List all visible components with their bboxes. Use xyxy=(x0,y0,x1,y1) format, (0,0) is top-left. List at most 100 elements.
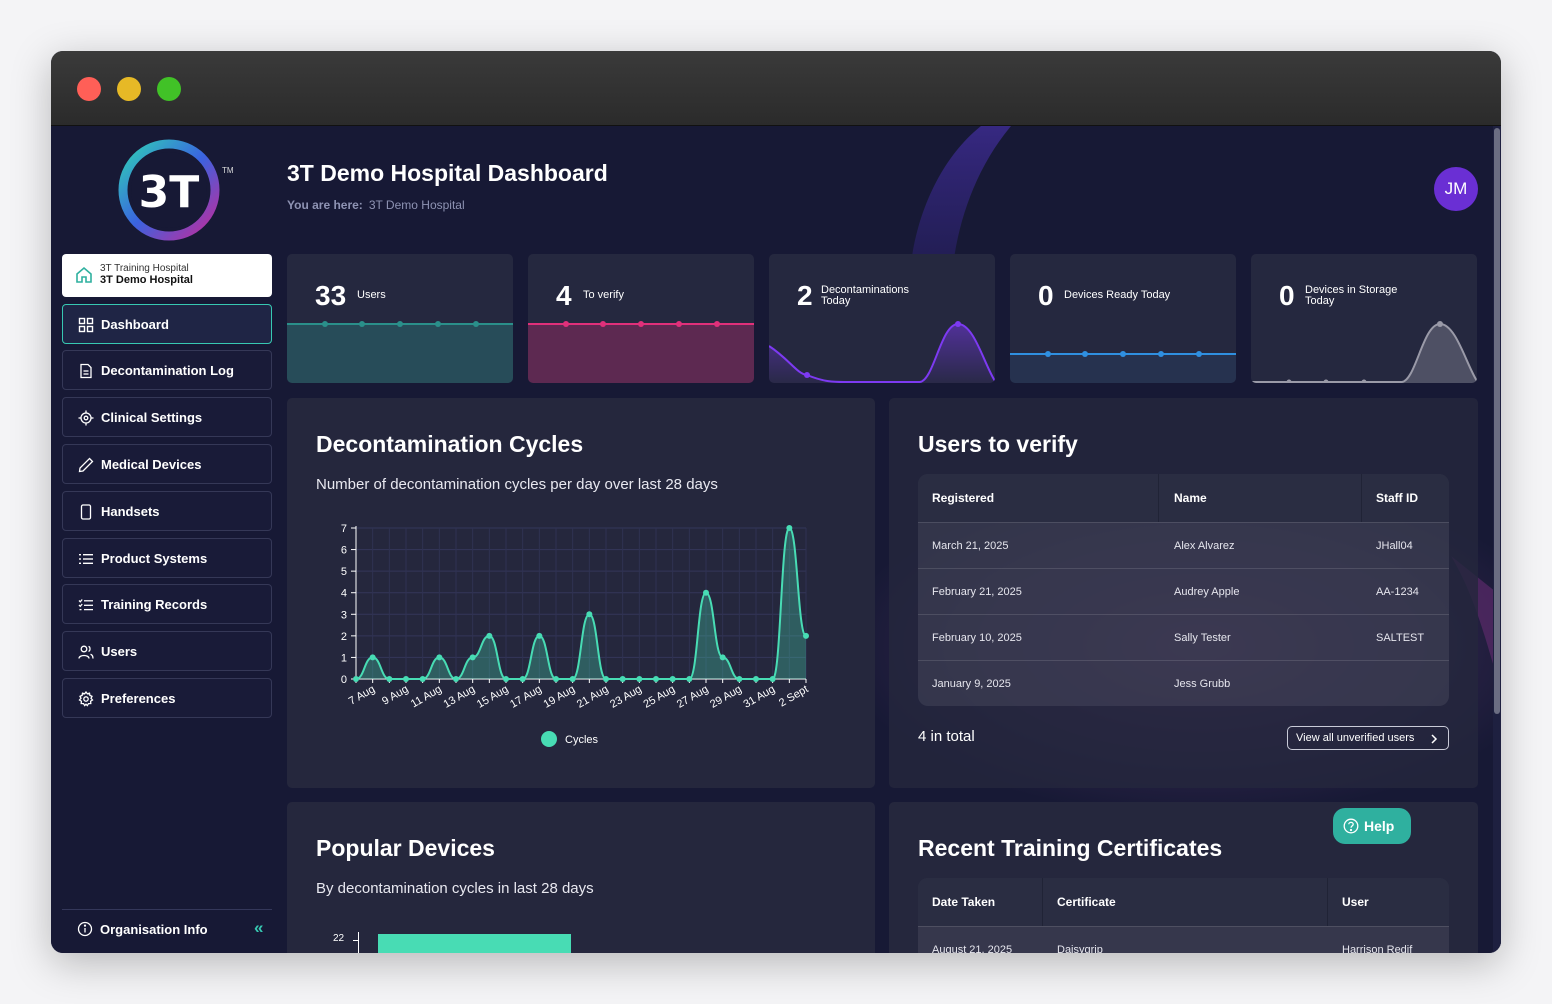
column-header[interactable]: Date Taken xyxy=(932,895,996,909)
stat-label: To verify xyxy=(583,289,624,301)
data-point xyxy=(719,654,726,661)
table-row[interactable]: August 21, 2025 Daisygrip Harrison Redif xyxy=(918,926,1449,953)
minimize-window-button[interactable] xyxy=(117,77,141,101)
sidebar-item-users[interactable]: Users xyxy=(62,631,272,671)
table-row[interactable]: January 9, 2025 Jess Grubb xyxy=(918,660,1449,706)
data-point xyxy=(803,632,809,639)
table-row[interactable]: March 21, 2025 Alex Alvarez JHall04 xyxy=(918,522,1449,568)
column-header[interactable]: Staff ID xyxy=(1376,491,1418,505)
breadcrumb-label: You are here: xyxy=(287,198,363,212)
x-tick-label: 13 Aug xyxy=(441,683,477,711)
organisation-selector[interactable]: 3T Training Hospital 3T Demo Hospital xyxy=(62,254,272,297)
x-tick-label: 25 Aug xyxy=(641,683,677,711)
data-point xyxy=(786,525,793,531)
device-bar[interactable] xyxy=(378,934,571,953)
data-point xyxy=(386,676,393,682)
stat-card-devices-ready[interactable]: 0 Devices Ready Today xyxy=(1010,254,1236,383)
sidebar-item-dashboard[interactable]: Dashboard xyxy=(62,304,272,344)
document-icon xyxy=(80,363,92,379)
table-row[interactable]: February 10, 2025 Sally Tester SALTEST xyxy=(918,614,1449,660)
organisation-info-link[interactable]: Organisation Info « xyxy=(62,909,272,949)
registered-cell: March 21, 2025 xyxy=(932,539,1009,552)
decontaminations-sparkline xyxy=(769,321,995,383)
trademark: TM xyxy=(222,166,234,175)
sidebar-item-label: Product Systems xyxy=(101,551,208,566)
name-cell: Alex Alvarez xyxy=(1174,539,1235,552)
staff-id-cell: JHall04 xyxy=(1376,539,1413,552)
table-header: Date Taken Certificate User xyxy=(918,878,1449,926)
maximize-window-button[interactable] xyxy=(157,77,181,101)
column-header[interactable]: Registered xyxy=(932,491,995,505)
table-row[interactable]: February 21, 2025 Audrey Apple AA-1234 xyxy=(918,568,1449,614)
sidebar-item-label: Medical Devices xyxy=(101,457,202,472)
pen-icon xyxy=(78,457,94,473)
scrollbar-track[interactable] xyxy=(1493,126,1501,953)
devices-storage-sparkline xyxy=(1251,321,1477,383)
training-certificates-table: Date Taken Certificate User August 21, 2… xyxy=(918,878,1449,953)
sidebar-item-handsets[interactable]: Handsets xyxy=(62,491,272,531)
users-sparkline xyxy=(287,321,513,383)
data-point xyxy=(369,654,376,661)
collapse-sidebar-icon[interactable]: « xyxy=(254,918,264,937)
registered-cell: January 9, 2025 xyxy=(932,677,1011,690)
registered-cell: February 21, 2025 xyxy=(932,585,1022,598)
close-window-button[interactable] xyxy=(77,77,101,101)
y-tick-label: 2 xyxy=(341,631,347,643)
stat-label: Users xyxy=(357,289,386,301)
breadcrumb-current[interactable]: 3T Demo Hospital xyxy=(368,198,465,212)
data-point xyxy=(736,676,743,682)
sidebar-item-product-systems[interactable]: Product Systems xyxy=(62,538,272,578)
data-point xyxy=(769,676,776,682)
x-tick-label: 21 Aug xyxy=(575,683,611,711)
user-avatar[interactable]: JM xyxy=(1434,167,1478,211)
gear-icon xyxy=(78,691,94,707)
phone-icon xyxy=(80,504,92,520)
stat-card-devices-storage[interactable]: 0 Devices in Storage Today xyxy=(1251,254,1477,383)
scrollbar-thumb[interactable] xyxy=(1494,128,1500,714)
info-icon xyxy=(77,921,93,937)
list-icon xyxy=(79,554,93,564)
data-point xyxy=(636,676,643,682)
data-point xyxy=(419,676,426,682)
legend-label: Cycles xyxy=(565,734,599,746)
stat-card-decontaminations[interactable]: 2 Decontaminations Today xyxy=(769,254,995,383)
y-tick-label: 6 xyxy=(341,545,347,557)
registered-cell: February 10, 2025 xyxy=(932,631,1022,644)
x-tick-label: 29 Aug xyxy=(708,683,744,711)
help-button[interactable]: Help xyxy=(1333,808,1411,844)
x-tick-label: 31 Aug xyxy=(741,683,777,711)
column-header[interactable]: User xyxy=(1342,895,1369,909)
date-taken-cell: August 21, 2025 xyxy=(932,943,1013,954)
y-tick-label: 0 xyxy=(341,674,347,686)
app-window: 3T TM 3T Training Hospital 3T Demo Hospi… xyxy=(51,51,1501,953)
sidebar-item-training-records[interactable]: Training Records xyxy=(62,584,272,624)
data-point xyxy=(586,611,593,618)
column-header[interactable]: Certificate xyxy=(1057,895,1116,909)
title-bar xyxy=(51,51,1501,126)
help-label: Help xyxy=(1364,818,1395,834)
data-point xyxy=(619,676,626,682)
data-point xyxy=(519,676,526,682)
target-icon xyxy=(78,410,94,426)
sidebar-item-clinical-settings[interactable]: Clinical Settings xyxy=(62,397,272,437)
view-all-unverified-button[interactable]: View all unverified users xyxy=(1287,726,1449,750)
stat-card-users[interactable]: 33 Users xyxy=(287,254,513,383)
column-header[interactable]: Name xyxy=(1174,491,1207,505)
y-tick-label: 5 xyxy=(341,566,347,578)
panel-title: Popular Devices xyxy=(316,835,495,861)
x-tick-label: 15 Aug xyxy=(475,683,511,711)
stat-card-to-verify[interactable]: 4 To verify xyxy=(528,254,754,383)
y-tick-label: 22 xyxy=(333,933,345,944)
organisation-info-label: Organisation Info xyxy=(100,922,208,937)
stat-value: 0 xyxy=(1038,280,1054,311)
x-tick-label: 23 Aug xyxy=(608,683,644,711)
sidebar-item-medical-devices[interactable]: Medical Devices xyxy=(62,444,272,484)
y-tick-label: 4 xyxy=(341,588,347,600)
x-tick-label: 27 Aug xyxy=(675,683,711,711)
name-cell: Sally Tester xyxy=(1174,631,1231,644)
panel-background xyxy=(889,398,1478,788)
stat-label: Decontaminations Today xyxy=(821,284,910,307)
sidebar-item-preferences[interactable]: Preferences xyxy=(62,678,272,718)
data-point xyxy=(436,654,443,661)
sidebar-item-decontamination-log[interactable]: Decontamination Log xyxy=(62,350,272,390)
